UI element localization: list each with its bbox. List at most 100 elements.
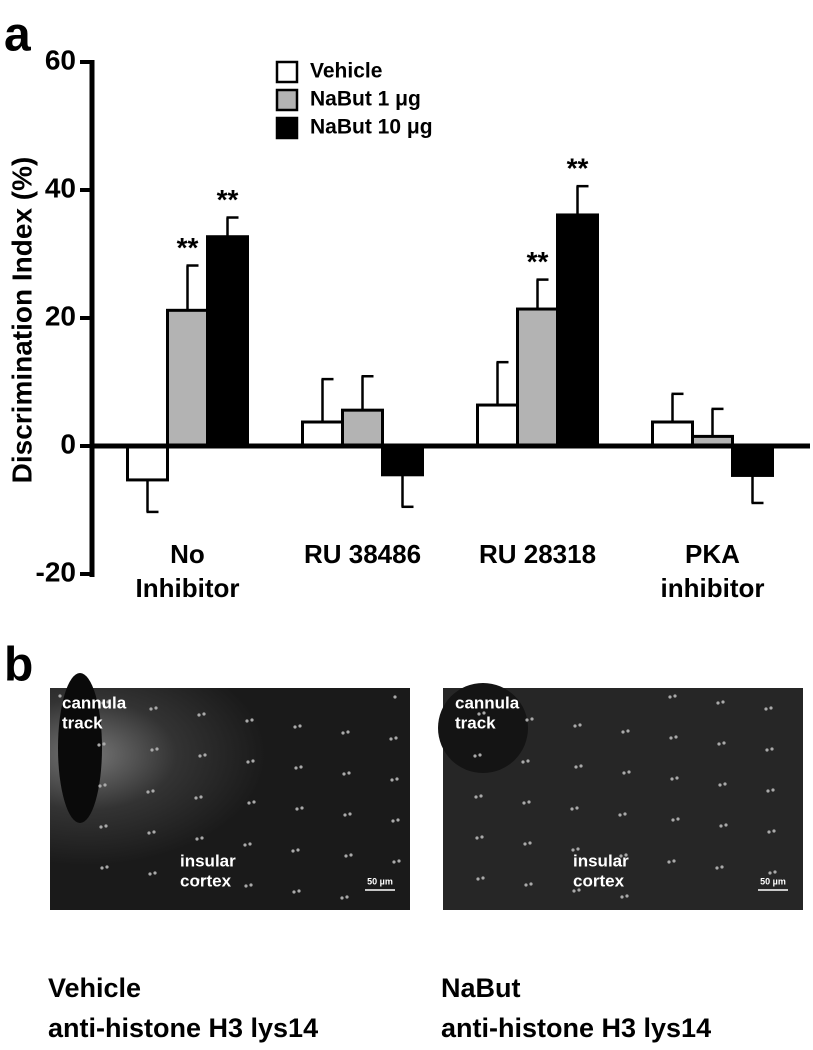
bar <box>126 444 169 482</box>
cell <box>392 860 396 864</box>
cell <box>719 824 723 828</box>
cell <box>97 743 101 747</box>
cell <box>250 718 254 722</box>
cell <box>627 770 631 774</box>
cell <box>521 760 525 764</box>
cell <box>579 764 583 768</box>
cell <box>769 706 773 710</box>
cannula-track <box>58 673 102 823</box>
cell <box>523 842 527 846</box>
cell <box>251 759 255 763</box>
legend-swatch <box>275 88 299 112</box>
cell <box>155 747 159 751</box>
cell <box>249 883 253 887</box>
cell <box>295 807 299 811</box>
cell <box>572 889 576 893</box>
caption: anti-histone H3 lys14 <box>48 1013 318 1043</box>
cell <box>347 771 351 775</box>
image-label: cannula <box>62 693 127 712</box>
cell <box>199 795 203 799</box>
cell <box>243 843 247 847</box>
cell <box>393 695 397 699</box>
cell <box>344 854 348 858</box>
legend-label: Vehicle <box>310 60 382 83</box>
cell <box>773 870 777 874</box>
cell <box>389 737 393 741</box>
cell <box>526 759 530 763</box>
cell <box>621 730 625 734</box>
cell <box>341 731 345 735</box>
significance: ** <box>217 184 239 215</box>
cell <box>525 718 529 722</box>
bar <box>651 420 694 448</box>
bar <box>301 420 344 448</box>
cell <box>675 776 679 780</box>
cell <box>765 748 769 752</box>
cell <box>477 712 481 716</box>
x-tick-label: No <box>170 539 205 569</box>
cell <box>396 818 400 822</box>
bar <box>516 307 559 448</box>
cell <box>194 796 198 800</box>
cannula-track <box>438 683 528 773</box>
cell <box>478 753 482 757</box>
cell <box>473 754 477 758</box>
cell <box>669 736 673 740</box>
x-tick-label: inhibitor <box>661 573 765 603</box>
cell <box>98 784 102 788</box>
cell <box>146 790 150 794</box>
cell <box>480 835 484 839</box>
x-tick-label: RU 28318 <box>479 539 596 569</box>
cell <box>100 866 104 870</box>
cell <box>152 830 156 834</box>
cell <box>348 812 352 816</box>
cell <box>346 730 350 734</box>
legend-label: NaBut 10 μg <box>310 116 433 139</box>
cell <box>394 736 398 740</box>
caption: Vehicle <box>48 973 141 1003</box>
cell <box>343 813 347 817</box>
cell <box>668 695 672 699</box>
y-tick-label: -20 <box>36 556 76 587</box>
cell <box>672 859 676 863</box>
x-tick-label: RU 38486 <box>304 539 421 569</box>
cell <box>524 883 528 887</box>
cell <box>298 724 302 728</box>
cell <box>106 700 110 704</box>
cell <box>764 707 768 711</box>
cell <box>530 717 534 721</box>
image-label: cortex <box>573 871 625 890</box>
cell <box>300 806 304 810</box>
cell <box>397 859 401 863</box>
cell <box>578 723 582 727</box>
cell <box>619 854 623 858</box>
cell <box>623 812 627 816</box>
image-label: track <box>62 713 103 732</box>
y-tick-label: 40 <box>45 172 76 203</box>
cell <box>395 777 399 781</box>
cell <box>571 848 575 852</box>
cell <box>766 789 770 793</box>
cell <box>196 878 200 882</box>
cell <box>626 729 630 733</box>
significance: ** <box>567 153 589 184</box>
cell <box>149 707 153 711</box>
cell <box>771 788 775 792</box>
scale-bar-label: 50 µm <box>760 876 786 886</box>
cell <box>390 778 394 782</box>
cell <box>197 713 201 717</box>
cell <box>479 794 483 798</box>
x-tick-label: Inhibitor <box>136 573 240 603</box>
bar <box>341 408 384 448</box>
cell <box>715 866 719 870</box>
caption: anti-histone H3 lys14 <box>441 1013 711 1043</box>
cell <box>527 800 531 804</box>
cell <box>202 712 206 716</box>
cell <box>200 836 204 840</box>
panel-label: b <box>4 639 33 692</box>
cell <box>105 865 109 869</box>
y-tick-label: 20 <box>45 300 76 331</box>
cell <box>349 853 353 857</box>
cell <box>148 872 152 876</box>
